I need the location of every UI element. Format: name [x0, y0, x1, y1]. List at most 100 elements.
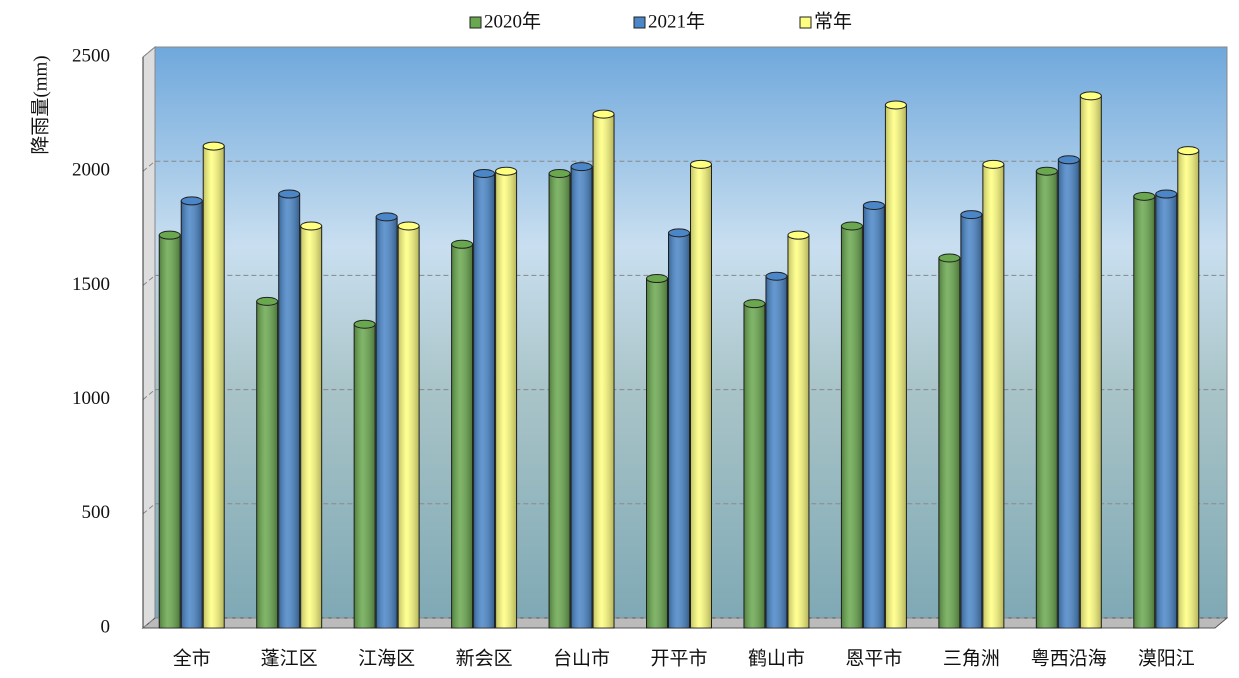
x-tick-label: 恩平市	[845, 647, 902, 669]
bar-cap	[938, 253, 961, 263]
x-tick-label: 全市	[173, 647, 211, 669]
legend-label: 常年	[814, 10, 852, 32]
y-tick-label: 0	[101, 616, 111, 637]
bar-cap	[158, 230, 181, 240]
bar	[300, 221, 323, 629]
bar-cap	[862, 200, 885, 210]
bar-shade	[646, 278, 668, 628]
bar-cap	[1035, 166, 1058, 176]
bar-shade	[451, 244, 473, 628]
bar-cap	[180, 196, 203, 206]
bar-shade	[841, 226, 863, 629]
bar	[938, 253, 961, 629]
bar-shade	[743, 303, 765, 628]
bar-cap	[1057, 155, 1080, 165]
bar	[765, 271, 788, 629]
y-tick-label: 2500	[72, 45, 110, 66]
y-tick-label: 2000	[72, 160, 110, 181]
bar	[646, 274, 668, 629]
legend-label: 2020年	[484, 10, 541, 32]
bar-shade	[376, 216, 398, 628]
x-tick-label: 三角洲	[943, 647, 1000, 669]
bar-shade	[982, 164, 1004, 628]
y-tick-label: 500	[82, 502, 111, 523]
side-wall	[142, 45, 156, 630]
bar	[884, 100, 907, 629]
bar-cap	[982, 159, 1005, 169]
bar	[1177, 146, 1200, 629]
bar-shade	[1155, 194, 1177, 629]
bar-cap	[765, 271, 788, 281]
bar-cap	[256, 296, 279, 306]
bar	[690, 159, 712, 629]
bar-cap	[840, 221, 863, 231]
legend-swatch	[633, 16, 646, 29]
bar-cap	[278, 189, 301, 199]
bar-shade	[495, 171, 517, 628]
bar-shade	[571, 166, 593, 628]
bar-cap	[592, 109, 615, 119]
bar	[960, 210, 983, 629]
bar-cap	[884, 100, 907, 110]
bar-shade	[1177, 150, 1199, 629]
bar-shade	[1036, 171, 1058, 628]
bar-cap	[668, 228, 690, 238]
bar-cap	[1133, 191, 1156, 201]
bar	[495, 166, 518, 629]
y-axis-title: 降雨量(mm)	[29, 55, 51, 154]
bar-cap	[548, 168, 571, 178]
bar-shade	[765, 276, 787, 628]
bar-shade	[473, 173, 495, 628]
bar-cap	[1079, 91, 1102, 101]
bar-cap	[1155, 189, 1178, 199]
legend-label: 2021年	[648, 10, 705, 32]
bar-shade	[278, 194, 300, 629]
x-tick-label: 开平市	[650, 647, 707, 669]
x-tick-label: 江海区	[358, 647, 415, 669]
grid-line	[142, 46, 1227, 58]
bar	[570, 162, 593, 629]
bar-cap	[300, 221, 323, 231]
bar	[862, 200, 885, 629]
legend-swatch	[799, 16, 812, 29]
bar	[548, 168, 571, 629]
bar	[592, 109, 615, 629]
bar	[1057, 155, 1080, 629]
x-tick-label: 蓬江区	[261, 647, 318, 669]
bar-shade	[863, 205, 885, 628]
bar-cap	[690, 159, 712, 169]
grid-line	[142, 160, 1227, 172]
bar-cap	[397, 221, 420, 231]
bar-shade	[549, 173, 571, 628]
legend-swatch	[469, 16, 482, 29]
bar-cap	[353, 319, 376, 329]
bar	[787, 230, 810, 629]
bar	[982, 159, 1005, 629]
bar-shade	[1080, 95, 1102, 628]
x-tick-label: 鹤山市	[748, 647, 805, 669]
bar	[743, 299, 766, 629]
bar-shade	[398, 226, 420, 629]
bar	[840, 221, 863, 629]
bar	[353, 319, 376, 629]
bar-cap	[787, 230, 810, 240]
bar-shade	[885, 104, 907, 629]
bar-shade	[593, 114, 615, 629]
bar-cap	[202, 141, 225, 151]
y-tick-label: 1500	[72, 274, 110, 295]
bar-cap	[451, 239, 474, 249]
bar	[375, 212, 398, 629]
bar-shade	[960, 214, 982, 628]
bar-cap	[646, 274, 668, 284]
x-tick-label: 粤西沿海	[1031, 647, 1107, 669]
bar-shade	[203, 146, 225, 629]
bar	[397, 221, 420, 629]
bar-cap	[743, 299, 766, 309]
bar-cap	[495, 166, 518, 176]
x-tick-label: 台山市	[553, 647, 610, 669]
bar	[180, 196, 203, 629]
bar-cap	[375, 212, 398, 222]
bar	[202, 141, 225, 629]
bar-shade	[159, 235, 181, 629]
